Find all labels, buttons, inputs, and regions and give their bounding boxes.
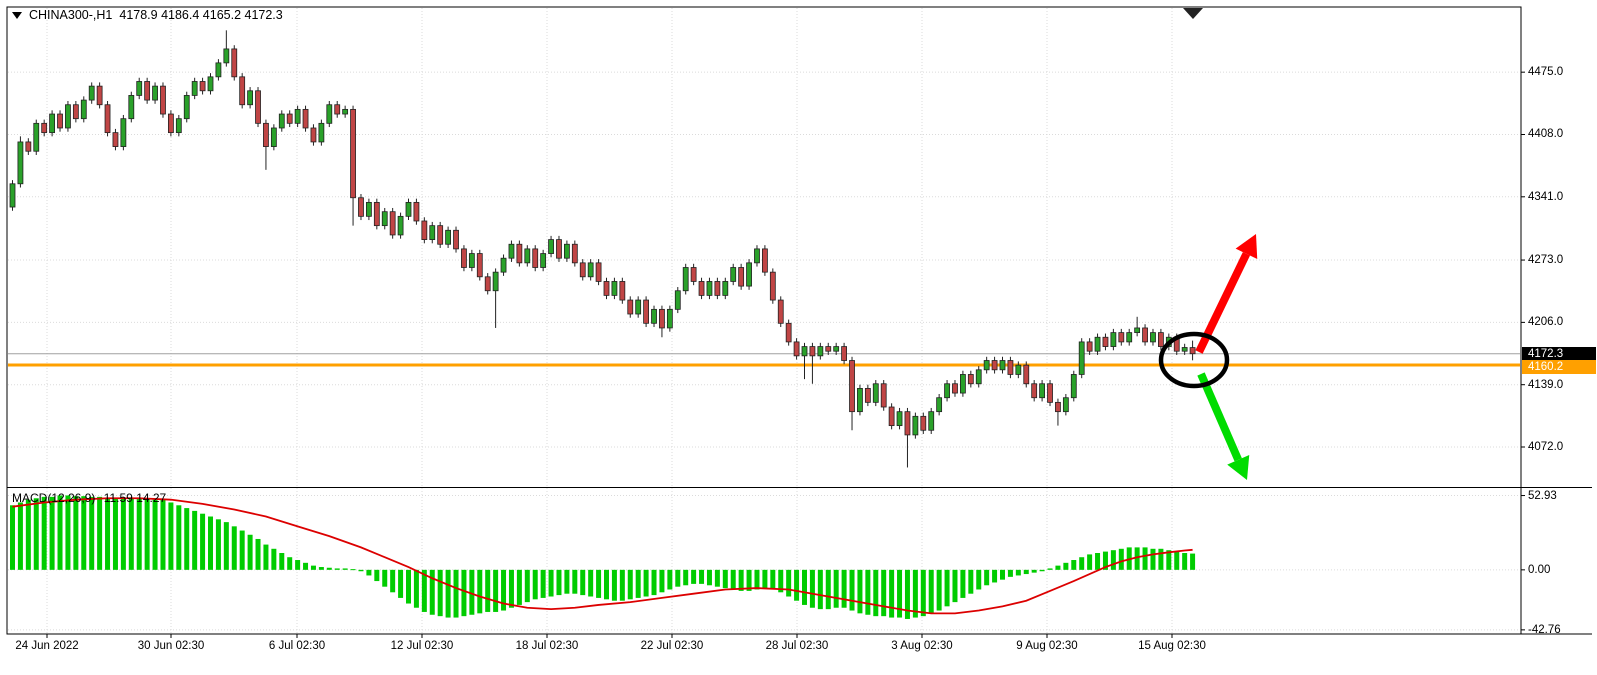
axis-tick-label: 4273.0 bbox=[1528, 254, 1564, 267]
axis-tick-label: 4206.0 bbox=[1528, 316, 1564, 329]
axis-tick-label: 4072.0 bbox=[1528, 441, 1564, 453]
macd-values: 11.59 14.27 bbox=[103, 491, 167, 505]
date-tick-label: 6 Jul 02:30 bbox=[268, 640, 326, 652]
date-tick-label: 12 Jul 02:30 bbox=[390, 640, 454, 652]
bearish-arrow-head[interactable] bbox=[1227, 455, 1250, 480]
collapse-triangle-icon[interactable] bbox=[12, 11, 22, 19]
macd-indicator-label: MACD(12,26,9) 11.59 14.27 bbox=[12, 491, 171, 505]
bullish-arrow-head[interactable] bbox=[1235, 234, 1258, 260]
date-tick-label: 3 Aug 02:30 bbox=[891, 640, 953, 652]
date-tick-label: 15 Aug 02:30 bbox=[1138, 640, 1206, 652]
symbol-period-label: CHINA300-,H1 bbox=[29, 8, 113, 22]
macd-signal-line bbox=[12, 497, 1193, 615]
date-axis[interactable]: 24 Jun 2022 30 Jun 02:30 6 Jul 02:30 12 Jul… bbox=[0, 638, 1520, 660]
chart-title: CHINA300-,H1 4178.9 4186.4 4165.2 4172.3 bbox=[12, 8, 283, 22]
axis-tick-label: 4408.0 bbox=[1528, 128, 1564, 141]
orange-line-price-badge: 4160.2 bbox=[1522, 359, 1596, 374]
date-tick-label: 28 Jul 02:30 bbox=[765, 640, 829, 652]
date-tick-label: 9 Aug 02:30 bbox=[1016, 640, 1078, 652]
axis-tick-label: 0.00 bbox=[1528, 563, 1551, 576]
bearish-arrow[interactable] bbox=[1197, 372, 1242, 462]
chart-shift-marker-icon[interactable] bbox=[1183, 8, 1203, 19]
date-tick-label: 18 Jul 02:30 bbox=[515, 640, 579, 652]
macd-name: MACD(12,26,9) bbox=[12, 491, 96, 505]
axis-tick-label: 4341.0 bbox=[1528, 190, 1564, 203]
price-axis[interactable]: 4172.3 4160.2 4475.0 4408.0 4341.0 4273.0 42… bbox=[1522, 0, 1597, 675]
date-tick-label: 24 Jun 2022 bbox=[15, 640, 79, 652]
candlesticks bbox=[9, 30, 1196, 468]
ohlc-values: 4178.9 4186.4 4165.2 4172.3 bbox=[119, 8, 283, 22]
macd-histogram bbox=[10, 495, 1196, 619]
current-price-badge: 4172.3 bbox=[1522, 346, 1596, 361]
date-tick-label: 30 Jun 02:30 bbox=[137, 640, 205, 652]
axis-tick-label: 52.93 bbox=[1528, 489, 1557, 502]
axis-tick-label: -42.76 bbox=[1528, 623, 1561, 636]
axis-tick-label: 4475.0 bbox=[1528, 66, 1564, 79]
axis-tick-label: 4139.0 bbox=[1528, 378, 1564, 391]
date-tick-label: 22 Jul 02:30 bbox=[640, 640, 704, 652]
highlight-ellipse[interactable] bbox=[1158, 331, 1230, 389]
